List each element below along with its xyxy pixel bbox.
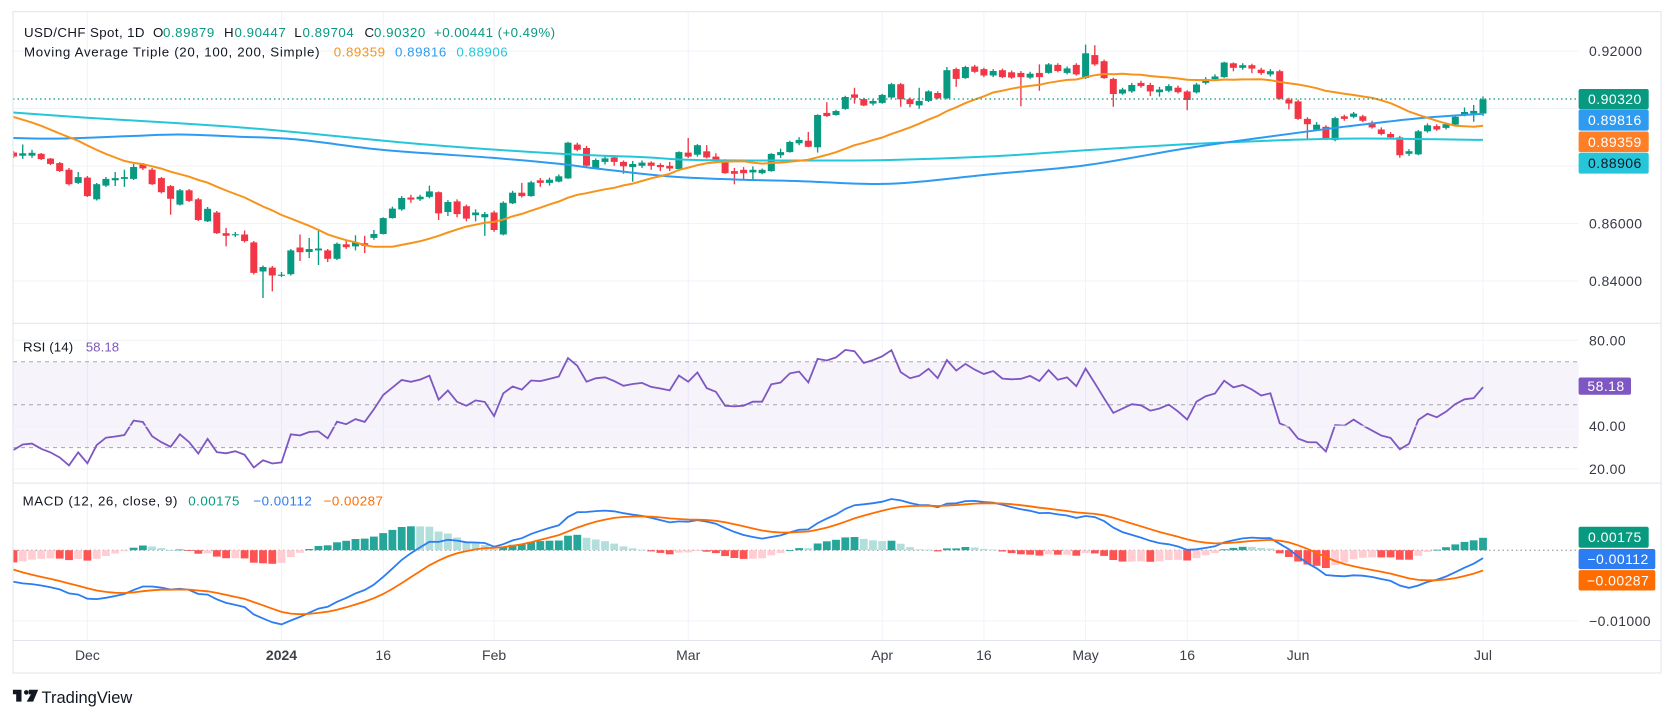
- svg-text:C: C: [365, 25, 375, 40]
- svg-text:2024: 2024: [266, 647, 297, 663]
- svg-text:0.90447: 0.90447: [235, 25, 287, 40]
- svg-text:−0.00287: −0.00287: [324, 494, 384, 509]
- svg-text:0.89359: 0.89359: [1588, 134, 1642, 150]
- svg-text:0.89816: 0.89816: [395, 45, 447, 60]
- svg-text:16: 16: [375, 647, 391, 663]
- svg-text:16: 16: [1179, 647, 1195, 663]
- svg-text:+0.00441 (+0.49%): +0.00441 (+0.49%): [434, 25, 556, 40]
- svg-text:0.88906: 0.88906: [1588, 155, 1642, 171]
- svg-text:TradingView: TradingView: [42, 689, 133, 707]
- svg-text:Apr: Apr: [871, 647, 893, 663]
- svg-text:20.00: 20.00: [1589, 461, 1626, 477]
- svg-text:Moving Average Triple (20, 100: Moving Average Triple (20, 100, 200, Sim…: [24, 45, 320, 60]
- svg-text:MACD (12, 26, close, 9): MACD (12, 26, close, 9): [23, 494, 178, 509]
- svg-text:0.84000: 0.84000: [1589, 273, 1642, 289]
- svg-text:58.18: 58.18: [86, 340, 120, 355]
- svg-text:0.86000: 0.86000: [1589, 216, 1642, 232]
- svg-text:Mar: Mar: [676, 647, 700, 663]
- svg-text:RSI (14): RSI (14): [23, 340, 73, 355]
- svg-text:0.90320: 0.90320: [1588, 91, 1642, 107]
- svg-text:Jun: Jun: [1287, 647, 1310, 663]
- svg-text:0.89704: 0.89704: [303, 25, 355, 40]
- svg-text:0.00175: 0.00175: [188, 494, 240, 509]
- svg-text:58.18: 58.18: [1587, 378, 1624, 394]
- svg-text:16: 16: [976, 647, 992, 663]
- svg-text:0.89879: 0.89879: [163, 25, 215, 40]
- svg-text:Jul: Jul: [1474, 647, 1492, 663]
- svg-text:0.92000: 0.92000: [1589, 43, 1642, 59]
- svg-text:0.00175: 0.00175: [1588, 529, 1642, 545]
- svg-text:L: L: [294, 25, 301, 40]
- svg-text:−0.00112: −0.00112: [253, 494, 312, 509]
- svg-text:USD/CHF Spot, 1D: USD/CHF Spot, 1D: [24, 25, 145, 40]
- svg-text:Dec: Dec: [75, 647, 100, 663]
- svg-text:0.90320: 0.90320: [374, 25, 426, 40]
- svg-text:H: H: [224, 25, 234, 40]
- svg-text:0.89359: 0.89359: [334, 45, 386, 60]
- svg-text:Feb: Feb: [482, 647, 506, 663]
- svg-text:May: May: [1072, 647, 1098, 663]
- svg-text:80.00: 80.00: [1589, 332, 1626, 348]
- svg-text:−0.00112: −0.00112: [1587, 551, 1648, 567]
- svg-text:0.89816: 0.89816: [1588, 112, 1642, 128]
- svg-text:O: O: [153, 25, 163, 40]
- svg-text:0.88906: 0.88906: [456, 45, 508, 60]
- svg-text:−0.00287: −0.00287: [1587, 572, 1649, 588]
- svg-text:40.00: 40.00: [1589, 418, 1626, 434]
- svg-text:−0.01000: −0.01000: [1589, 613, 1651, 629]
